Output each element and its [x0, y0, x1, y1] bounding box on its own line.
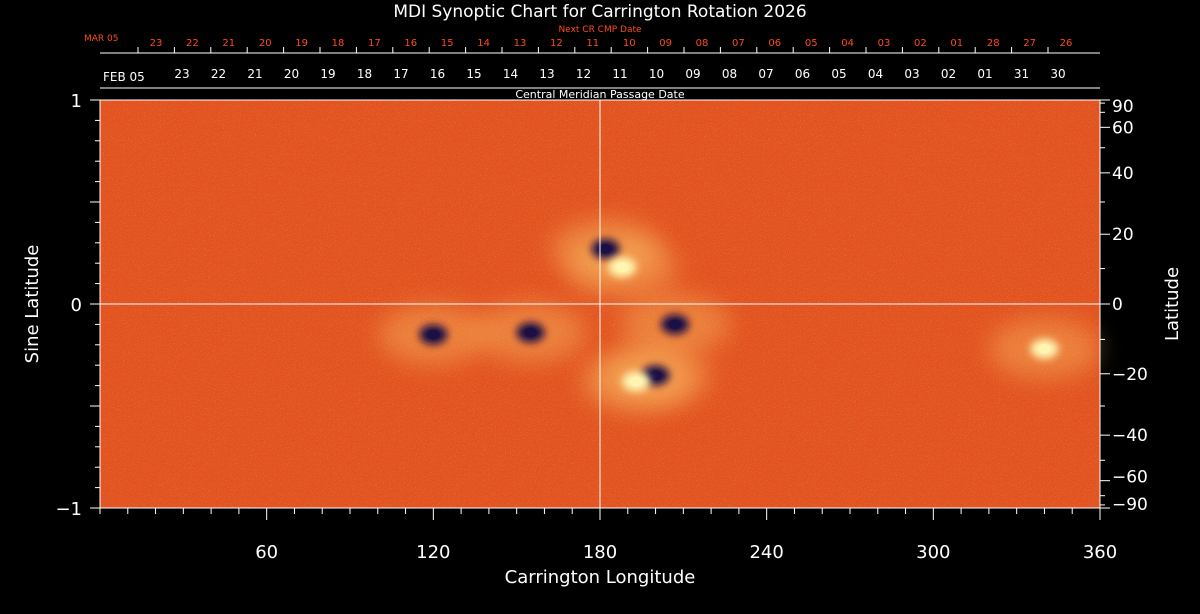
next-cr-tick-label: 21 [222, 38, 235, 49]
cmp-tick-label: 10 [649, 67, 664, 81]
next-cr-tick-label: 03 [878, 38, 891, 49]
y-left-tick-label: 1 [71, 91, 82, 112]
next-cr-tick-label: 11 [586, 38, 599, 49]
active-region-core [599, 243, 612, 254]
active-region-core [649, 370, 662, 381]
next-cr-tick-label: 26 [1060, 38, 1073, 49]
active-region-core [524, 327, 537, 338]
y-right-tick-label: 0 [1112, 295, 1123, 315]
next-cr-start-label: MAR 05 [84, 34, 119, 44]
cmp-tick-label: 16 [430, 67, 445, 81]
y-left-tick-label: 0 [71, 295, 82, 316]
next-cr-tick-label: 23 [150, 38, 163, 49]
cmp-tick-label: 18 [357, 67, 372, 81]
next-cr-tick-label: 27 [1023, 38, 1036, 49]
y-right-tick-label: 40 [1112, 164, 1134, 184]
cmp-tick-label: 12 [576, 67, 591, 81]
next-cr-tick-label: 18 [332, 38, 345, 49]
x-axis-label: Carrington Longitude [505, 567, 696, 588]
next-cr-tick-label: 17 [368, 38, 381, 49]
next-cr-axis-label: Next CR CMP Date [558, 25, 642, 35]
next-cr-tick-label: 22 [186, 38, 199, 49]
next-cr-tick-label: 15 [441, 38, 454, 49]
next-cr-tick-label: 16 [404, 38, 417, 49]
next-cr-tick-label: 28 [987, 38, 1000, 49]
y-axis-left: −1 0 1 [55, 91, 100, 520]
cmp-tick-label: 31 [1014, 67, 1029, 81]
next-cr-tick-label: 02 [914, 38, 927, 49]
x-tick-label: 180 [583, 542, 617, 563]
y-axis-right-label: Latitude [1162, 267, 1183, 341]
active-regions-layer [419, 238, 1059, 392]
next-cr-tick-label: 19 [295, 38, 308, 49]
y-right-tick-label: 60 [1112, 118, 1134, 138]
x-tick-label: 60 [255, 542, 278, 563]
cmp-tick-label: 15 [466, 67, 481, 81]
next-cr-tickmarks [137, 47, 1049, 53]
active-region-core [427, 329, 440, 340]
next-cr-tick-label: 13 [514, 38, 527, 49]
next-cr-tick-label: 06 [768, 38, 781, 49]
cmp-tick-labels: 23 22 21 20 19 18 17 16 15 14 13 12 11 10 09 08 07 06 05 04… [174, 67, 1065, 81]
x-tick-label: 360 [1083, 542, 1117, 563]
next-cr-tick-label: 10 [623, 38, 636, 49]
cmp-tick-label: 04 [868, 67, 883, 81]
y-right-tick-label: −40 [1112, 426, 1148, 446]
next-cr-tick-label: 04 [841, 38, 854, 49]
active-region-core [669, 319, 681, 330]
next-cr-tick-label: 07 [732, 38, 745, 49]
next-cr-tick-label: 14 [477, 38, 490, 49]
cmp-tick-label: 05 [831, 67, 846, 81]
next-cr-tick-label: 01 [950, 38, 963, 49]
y-right-tick-label: 90 [1112, 97, 1134, 117]
y-right-tick-label: −90 [1112, 495, 1148, 515]
cmp-tick-label: 08 [722, 67, 737, 81]
cmp-tick-label: 17 [393, 67, 408, 81]
cmp-tick-label: 13 [539, 67, 554, 81]
cmp-start-label: FEB 05 [103, 70, 145, 84]
cmp-tick-label: 22 [211, 67, 226, 81]
cmp-tick-label: 11 [612, 67, 627, 81]
cmp-tick-label: 03 [904, 67, 919, 81]
cmp-tick-label: 21 [247, 67, 262, 81]
cmp-tick-label: 09 [685, 67, 700, 81]
next-cr-tick-label: 09 [659, 38, 672, 49]
y-right-tick-label: 20 [1112, 225, 1134, 245]
cmp-axis-label: Central Meridian Passage Date [515, 88, 684, 101]
cmp-tick-label: 19 [320, 67, 335, 81]
y-left-tick-label: −1 [55, 499, 82, 520]
x-tick-label: 120 [416, 542, 450, 563]
y-axis-left-label: Sine Latitude [22, 245, 43, 364]
active-region-core [1038, 343, 1051, 354]
x-axis: 60 120 180 240 300 360 [99, 508, 1117, 563]
y-right-tick-label: −20 [1112, 365, 1148, 385]
cmp-tick-label: 30 [1050, 67, 1065, 81]
cmp-tick-label: 06 [795, 67, 810, 81]
active-region-core [616, 262, 629, 273]
cmp-tick-label: 14 [503, 67, 518, 81]
next-cr-tick-labels: 23 22 21 20 19 18 17 16 15 14 13 12 11 10 09 08 07 06 05 04… [150, 38, 1073, 49]
cmp-tick-label: 20 [284, 67, 299, 81]
next-cr-tick-label: 08 [696, 38, 709, 49]
cmp-tick-label: 07 [758, 67, 773, 81]
x-tick-label: 240 [749, 542, 783, 563]
next-cr-tick-label: 12 [550, 38, 563, 49]
next-cr-tick-label: 05 [805, 38, 818, 49]
cmp-tick-label: 02 [941, 67, 956, 81]
y-right-tick-label: −60 [1112, 468, 1148, 488]
active-region-core [630, 376, 643, 387]
next-cr-tick-label: 20 [259, 38, 272, 49]
cmp-tick-label: 23 [174, 67, 189, 81]
chart-title: MDI Synoptic Chart for Carrington Rotati… [393, 2, 806, 22]
cmp-tick-label: 01 [977, 67, 992, 81]
x-tick-label: 300 [916, 542, 950, 563]
magnetogram-map [99, 99, 1101, 509]
